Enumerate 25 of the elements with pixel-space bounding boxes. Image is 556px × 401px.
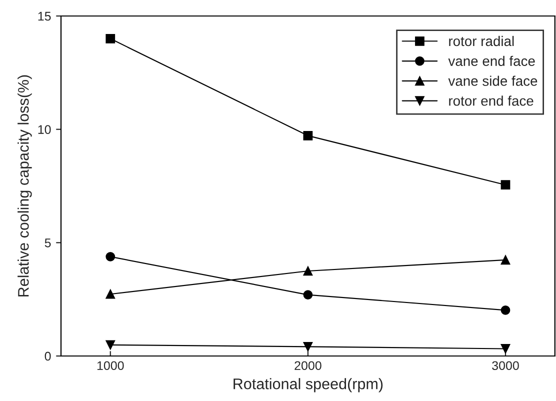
x-tick-label: 1000 [97,361,124,370]
point [500,180,510,190]
legend-label: vane end face [448,56,535,66]
y-tick-label: 5 [44,238,51,248]
legend-label: vane side face [448,76,538,86]
x-axis-title: Rotational speed(rpm) [234,378,383,392]
y-axis-title: Relative cooling capacity loss(%) [18,75,32,296]
point [106,252,116,262]
point [500,255,510,265]
x-tick-label: 2000 [294,361,322,370]
point [106,34,116,44]
point [303,130,313,140]
point [500,306,510,315]
point [500,344,510,354]
point [106,289,116,299]
legend-label: rotor radial [449,36,514,46]
y-tick-label: 10 [38,125,51,134]
point [106,340,116,350]
legend-label: rotor end face [449,96,534,106]
point [303,342,313,352]
point [303,266,313,276]
y-tick-label: 15 [38,12,51,21]
point [303,290,313,300]
x-tick-label: 3000 [492,361,519,370]
y-tick-label: 0 [44,352,51,361]
